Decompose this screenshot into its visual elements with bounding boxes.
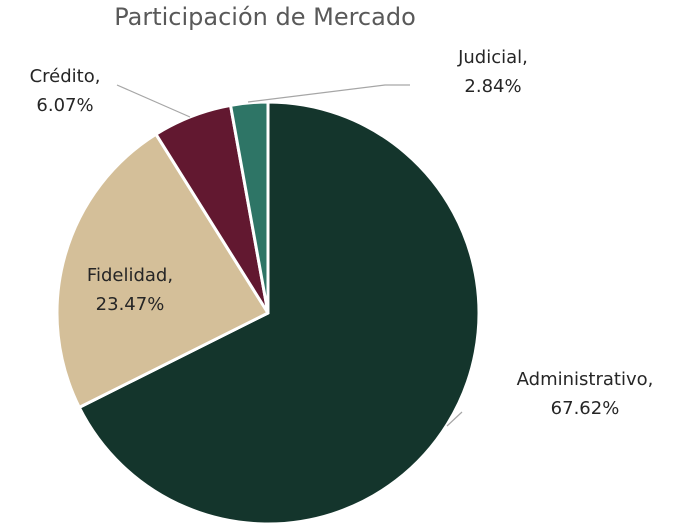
value-label: 2.84% bbox=[464, 76, 521, 97]
pie-slice bbox=[229, 100, 270, 315]
value-label: 23.47% bbox=[96, 294, 165, 315]
category-label: Crédito, bbox=[30, 66, 101, 87]
category-label: Administrativo, bbox=[517, 369, 654, 390]
value-label: 6.07% bbox=[36, 95, 93, 116]
leader-line bbox=[247, 84, 410, 103]
value-label: 67.62% bbox=[551, 398, 620, 419]
pie-slice bbox=[55, 132, 270, 409]
leader-line bbox=[446, 411, 463, 427]
pie-slice bbox=[77, 100, 481, 525]
chart-title: Participación de Mercado bbox=[114, 3, 416, 31]
pie bbox=[55, 100, 481, 525]
leader-line bbox=[116, 84, 191, 118]
category-label: Judicial, bbox=[457, 47, 528, 68]
labels: Administrativo, 67.62% Fidelidad, 23.47% Cré… bbox=[30, 47, 654, 427]
category-label: Fidelidad, bbox=[87, 265, 173, 286]
